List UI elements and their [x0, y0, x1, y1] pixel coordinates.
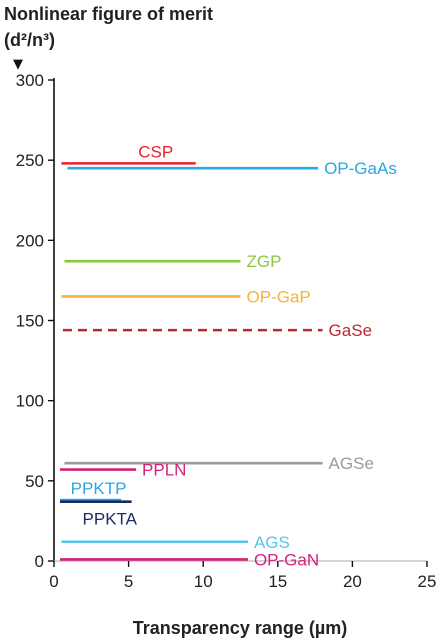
series-label-agse: AGSe [329, 454, 374, 473]
y-tick-label: 300 [16, 71, 44, 90]
series-label-ags: AGS [254, 533, 290, 552]
y-axis-arrow-icon: ▼ [13, 57, 23, 72]
range-bars: CSP OP-GaAs ZGP OP-GaP GaSe AGSe PPLN PPKTP PPKT… [59, 142, 397, 569]
y-tick-label: 100 [16, 392, 44, 411]
axes: 0 50 100 150 200 250 300 0 5 10 15 20 25 [16, 71, 437, 591]
series-label-csp: CSP [138, 142, 173, 161]
series-label-ppln: PPLN [142, 461, 186, 480]
x-axis-title: Transparency range (µm) [133, 618, 347, 638]
y-tick-label: 200 [16, 231, 44, 250]
series-label-op-gan: OP-GaN [254, 550, 319, 569]
series-label-ppktp: PPKTP [71, 479, 127, 498]
x-tick-label: 15 [268, 572, 287, 591]
series-label-zgp: ZGP [247, 252, 282, 271]
series-label-gase: GaSe [329, 321, 372, 340]
y-axis-unit: (d²/n³) [4, 30, 55, 50]
x-tick-label: 20 [343, 572, 362, 591]
y-tick-label: 250 [16, 151, 44, 170]
series-label-op-gaas: OP-GaAs [324, 159, 397, 178]
chart-title: Nonlinear figure of merit [4, 4, 213, 24]
x-tick-label: 25 [418, 572, 437, 591]
y-tick-label: 50 [25, 472, 44, 491]
series-label-op-gap: OP-GaP [247, 287, 311, 306]
series-label-ppkta: PPKTA [83, 510, 138, 529]
y-tick-label: 0 [35, 552, 44, 571]
x-tick-label: 0 [49, 572, 58, 591]
x-tick-label: 10 [194, 572, 213, 591]
y-tick-label: 150 [16, 312, 44, 331]
x-tick-label: 5 [124, 572, 133, 591]
